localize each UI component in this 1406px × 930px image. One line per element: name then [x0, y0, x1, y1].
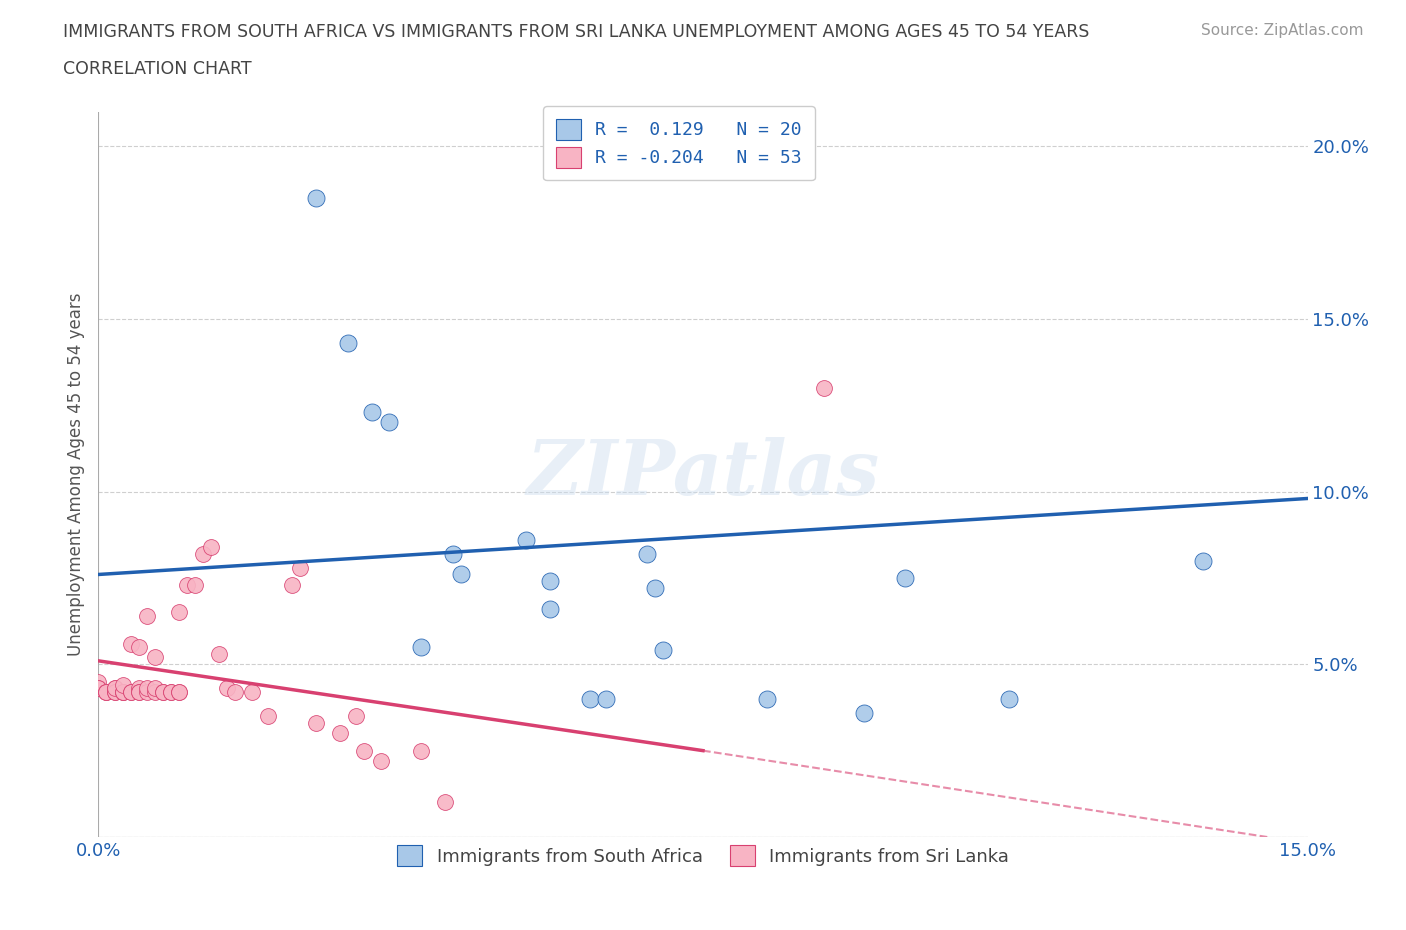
Point	[111, 684, 134, 699]
Point	[143, 684, 166, 699]
Point	[337, 336, 360, 351]
Point	[636, 546, 658, 561]
Point	[217, 681, 239, 696]
Point	[135, 681, 157, 696]
Point	[167, 684, 190, 699]
Point	[184, 578, 207, 592]
Text: Source: ZipAtlas.com: Source: ZipAtlas.com	[1201, 23, 1364, 38]
Point	[152, 684, 174, 699]
Point	[344, 709, 367, 724]
Point	[281, 578, 304, 592]
Point	[120, 684, 142, 699]
Point	[813, 380, 835, 395]
Point	[893, 570, 915, 585]
Point	[120, 636, 142, 651]
Point	[120, 684, 142, 699]
Text: IMMIGRANTS FROM SOUTH AFRICA VS IMMIGRANTS FROM SRI LANKA UNEMPLOYMENT AMONG AGE: IMMIGRANTS FROM SOUTH AFRICA VS IMMIGRAN…	[63, 23, 1090, 41]
Point	[111, 684, 134, 699]
Point	[96, 684, 118, 699]
Point	[538, 574, 561, 589]
Point	[409, 743, 432, 758]
Point	[160, 684, 183, 699]
Point	[329, 726, 352, 741]
Y-axis label: Unemployment Among Ages 45 to 54 years: Unemployment Among Ages 45 to 54 years	[66, 293, 84, 656]
Point	[128, 640, 150, 655]
Point	[538, 602, 561, 617]
Point	[96, 684, 118, 699]
Point	[111, 678, 134, 693]
Point	[370, 753, 392, 768]
Point	[756, 691, 779, 706]
Point	[353, 743, 375, 758]
Point	[579, 691, 602, 706]
Point	[87, 674, 110, 689]
Point	[135, 684, 157, 699]
Point	[305, 191, 328, 206]
Point	[160, 684, 183, 699]
Point	[111, 684, 134, 699]
Point	[361, 405, 384, 419]
Point	[208, 646, 231, 661]
Point	[167, 605, 190, 620]
Point	[152, 684, 174, 699]
Point	[87, 681, 110, 696]
Point	[103, 684, 125, 699]
Point	[103, 681, 125, 696]
Point	[224, 684, 246, 699]
Point	[240, 684, 263, 699]
Point	[595, 691, 617, 706]
Point	[377, 415, 399, 430]
Point	[128, 684, 150, 699]
Legend: Immigrants from South Africa, Immigrants from Sri Lanka: Immigrants from South Africa, Immigrants…	[384, 832, 1022, 879]
Point	[256, 709, 278, 724]
Point	[103, 684, 125, 699]
Point	[441, 546, 464, 561]
Point	[644, 581, 666, 596]
Point	[409, 640, 432, 655]
Point	[434, 795, 457, 810]
Text: CORRELATION CHART: CORRELATION CHART	[63, 60, 252, 78]
Point	[1191, 553, 1213, 568]
Point	[998, 691, 1021, 706]
Point	[103, 681, 125, 696]
Point	[143, 650, 166, 665]
Point	[87, 681, 110, 696]
Point	[305, 715, 328, 730]
Point	[128, 681, 150, 696]
Point	[853, 705, 876, 720]
Point	[515, 533, 537, 548]
Text: ZIPatlas: ZIPatlas	[526, 437, 880, 512]
Point	[193, 546, 215, 561]
Point	[176, 578, 198, 592]
Point	[288, 560, 311, 575]
Point	[143, 681, 166, 696]
Point	[167, 684, 190, 699]
Point	[128, 684, 150, 699]
Point	[651, 643, 673, 658]
Point	[135, 608, 157, 623]
Point	[450, 567, 472, 582]
Point	[96, 684, 118, 699]
Point	[200, 539, 222, 554]
